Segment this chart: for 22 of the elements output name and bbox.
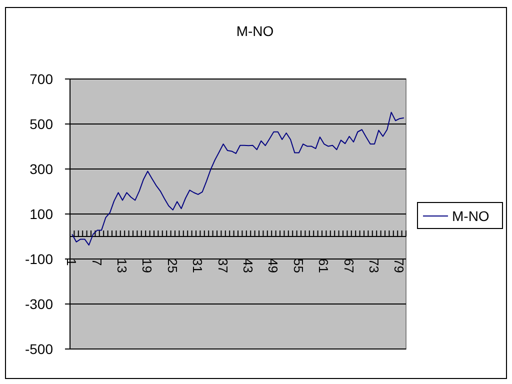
- y-tick-label: -500: [24, 341, 54, 357]
- x-tick-label: 7: [89, 258, 104, 266]
- x-tick-label: 79: [392, 258, 407, 273]
- y-tick-label: 100: [30, 206, 54, 222]
- chart-title: M-NO: [236, 23, 274, 39]
- y-tick-label: -100: [24, 251, 54, 267]
- x-tick-label: 25: [164, 258, 180, 273]
- x-tick-label: 67: [341, 258, 356, 273]
- x-tick-label: 31: [190, 258, 206, 273]
- x-tick-label: 37: [215, 258, 230, 273]
- x-tick-label: 73: [366, 258, 382, 273]
- x-tick-label: 49: [266, 258, 281, 273]
- y-tick-label: -300: [24, 296, 54, 312]
- x-tick-label: 13: [114, 258, 130, 273]
- y-tick-label: 500: [30, 116, 54, 132]
- x-tick-label: 55: [290, 258, 306, 273]
- x-tick-label: 61: [316, 258, 332, 273]
- legend-label: M-NO: [452, 208, 490, 224]
- y-tick-label: 700: [30, 71, 54, 87]
- x-tick-label: 43: [240, 258, 256, 273]
- x-tick-label: 19: [140, 258, 155, 273]
- y-tick-label: 300: [30, 161, 54, 177]
